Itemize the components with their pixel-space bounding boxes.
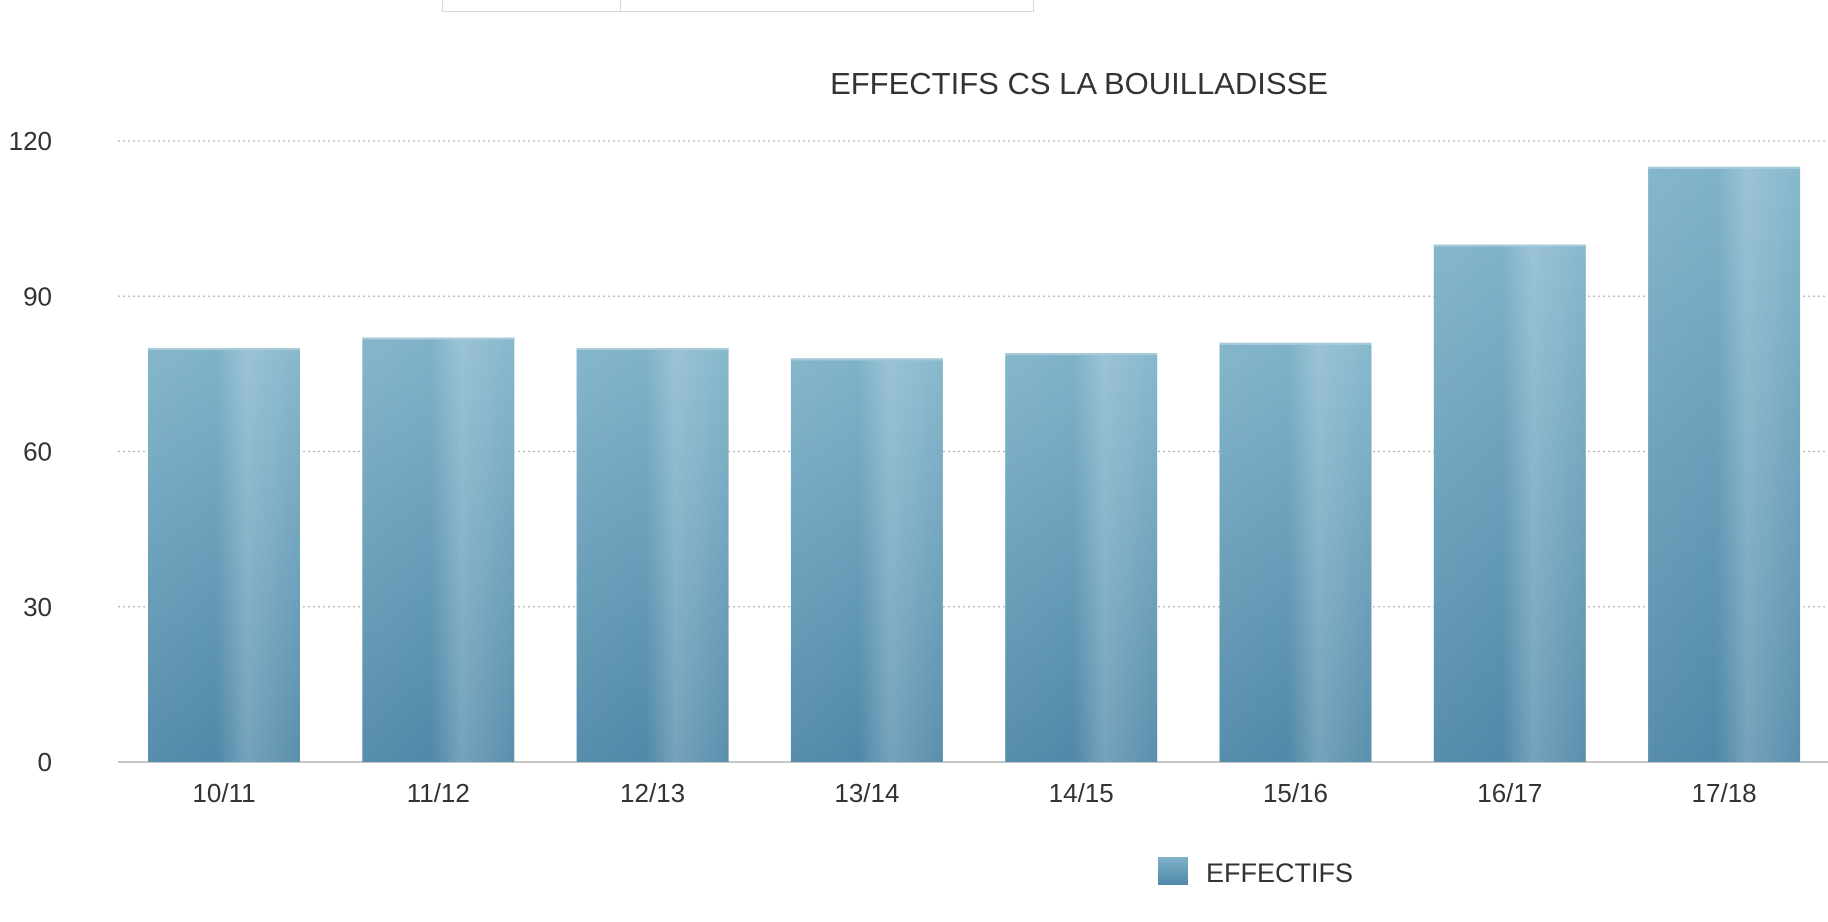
bar-sheen [362,337,515,762]
bar-sheen [790,358,943,762]
bar [1648,166,1801,762]
bar [148,348,300,762]
legend: EFFECTIFS [1158,857,1353,888]
bars-layer [148,166,1801,762]
y-axis-labels: 0 30 60 90 120 [9,126,52,777]
x-tick-label: 12/13 [620,778,685,808]
bar [1433,244,1586,762]
x-axis-labels: 10/11 11/12 12/13 13/14 14/15 15/16 16/17 17/18 [192,778,1756,808]
bar [576,348,729,762]
bar-sheen [576,348,729,762]
bar-sheen [148,348,300,762]
x-tick-label: 15/16 [1263,778,1328,808]
bar [790,358,943,762]
bar [362,337,515,762]
x-tick-label: 17/18 [1692,778,1757,808]
y-tick-label: 90 [23,281,52,311]
x-tick-label: 10/11 [192,778,255,808]
chart-title: EFFECTIFS CS LA BOUILLADISSE [830,66,1328,101]
y-tick-label: 120 [9,126,52,156]
legend-label: EFFECTIFS [1206,858,1353,888]
x-tick-label: 13/14 [834,778,899,808]
bar-sheen [1433,244,1586,762]
x-tick-label: 16/17 [1477,778,1542,808]
y-tick-label: 60 [23,437,52,467]
x-tick-label: 14/15 [1049,778,1114,808]
top-toolbar-fragment [442,0,1034,12]
bar [1219,342,1372,762]
legend-swatch [1158,857,1188,885]
y-tick-label: 0 [38,747,52,777]
bar-sheen [1005,353,1158,762]
bar-sheen [1648,166,1801,762]
bar-sheen [1219,342,1372,762]
y-tick-label: 30 [23,592,52,622]
toolbar-divider [620,0,621,11]
bar [1005,353,1158,762]
x-tick-label: 11/12 [407,778,470,808]
